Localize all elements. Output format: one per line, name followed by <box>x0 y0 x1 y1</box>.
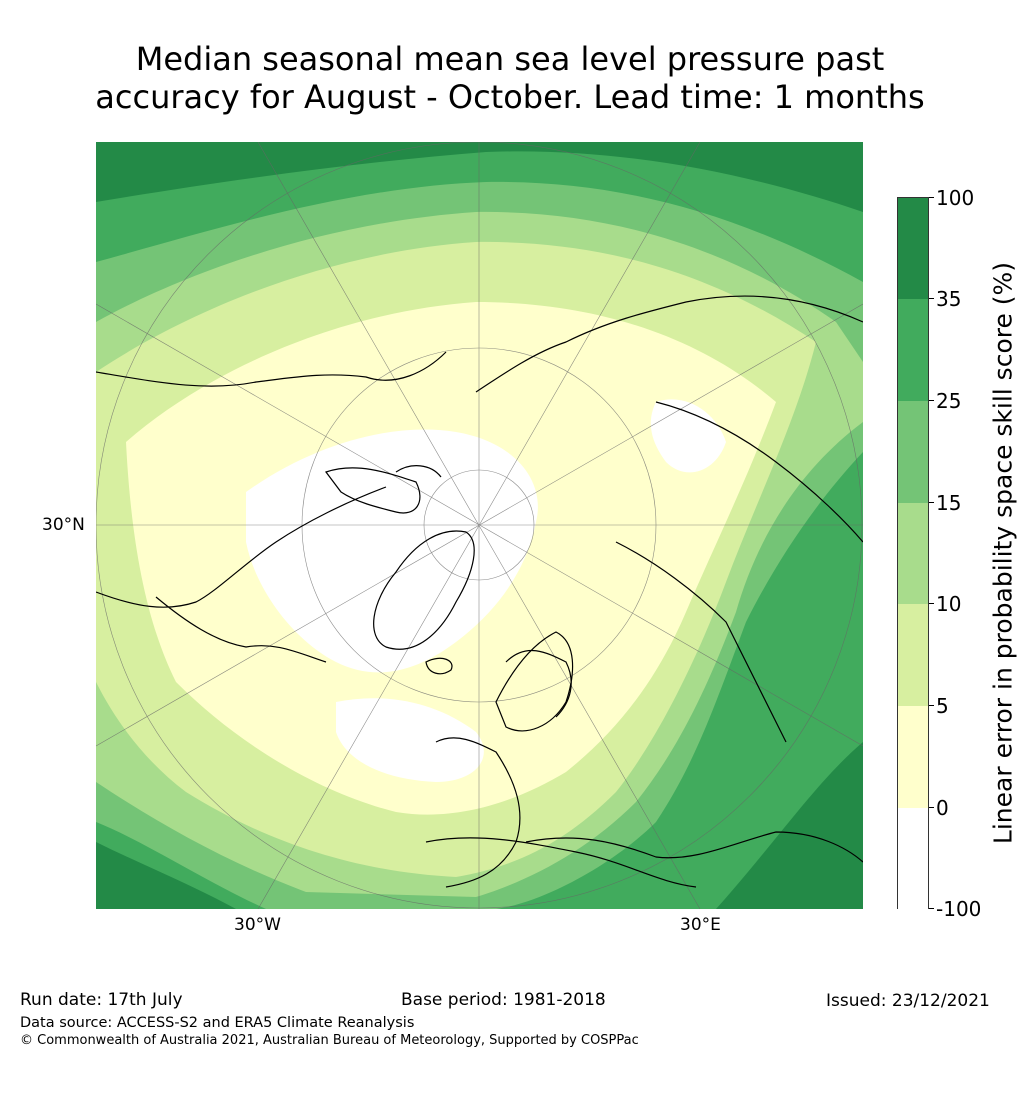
colorbar-bin-25-35 <box>898 299 928 401</box>
colorbar-title: Linear error in probability space skill … <box>988 261 1018 845</box>
skill-score-map <box>96 142 863 909</box>
lon-label-30e: 30°E <box>680 915 721 935</box>
coastlines <box>96 295 863 888</box>
coast-europe <box>425 649 697 888</box>
colorbar-label-100: 100 <box>936 186 975 210</box>
coast-north-america <box>96 351 447 663</box>
polar-map-svg <box>96 142 863 909</box>
colorbar-bin-5-10 <box>898 604 928 706</box>
coast-scandinavia <box>495 631 574 732</box>
title-line-2: accuracy for August - October. Lead time… <box>95 78 925 116</box>
colorbar-bin-35-100 <box>898 198 928 299</box>
coast-iceland <box>425 657 453 675</box>
colorbar-label-15: 15 <box>936 491 962 515</box>
lat-label-30n: 30°N <box>42 515 85 535</box>
colorbar-label-5: 5 <box>936 694 949 718</box>
colorbar-bin-15-25 <box>898 401 928 503</box>
colorbar-label-25: 25 <box>936 389 962 413</box>
data-source: Data source: ACCESS-S2 and ERA5 Climate … <box>20 1015 415 1031</box>
colorbar-bin-10-15 <box>898 503 928 604</box>
colorbar-tick <box>929 298 934 299</box>
colorbar-tick <box>929 807 934 808</box>
coast-asia <box>475 295 863 743</box>
title-line-1: Median seasonal mean sea level pressure … <box>135 40 885 78</box>
lon-label-30w: 30°W <box>234 915 281 935</box>
issued-date: Issued: 23/12/2021 <box>826 991 990 1011</box>
colorbar-tick <box>929 705 934 706</box>
colorbar-label-10: 10 <box>936 592 962 616</box>
graticule <box>96 142 863 909</box>
colorbar-bin-0-5 <box>898 706 928 808</box>
colorbar <box>897 197 929 910</box>
colorbar-tick <box>929 603 934 604</box>
chart-title: Median seasonal mean sea level pressure … <box>0 40 1020 116</box>
colorbar-tick <box>929 197 934 198</box>
base-period: Base period: 1981-2018 <box>401 990 606 1010</box>
coast-mediterranean <box>525 831 863 863</box>
coast-greenland <box>373 530 475 650</box>
band-below-0-asia <box>650 399 726 473</box>
colorbar-tick <box>929 908 934 909</box>
colorbar-label-35: 35 <box>936 287 962 311</box>
copyright: © Commonwealth of Australia 2021, Austra… <box>20 1033 639 1048</box>
coast-canadian-archipelago <box>325 465 442 514</box>
colorbar-label-0: 0 <box>936 796 949 820</box>
colorbar-tick <box>929 502 934 503</box>
colorbar-label-minus-100: -100 <box>936 897 982 921</box>
run-date: Run date: 17th July <box>20 990 183 1010</box>
band-below-0-atlantic <box>336 698 484 782</box>
band-below-0 <box>246 429 538 673</box>
colorbar-tick <box>929 400 934 401</box>
colorbar-bin-below-0 <box>898 808 928 910</box>
